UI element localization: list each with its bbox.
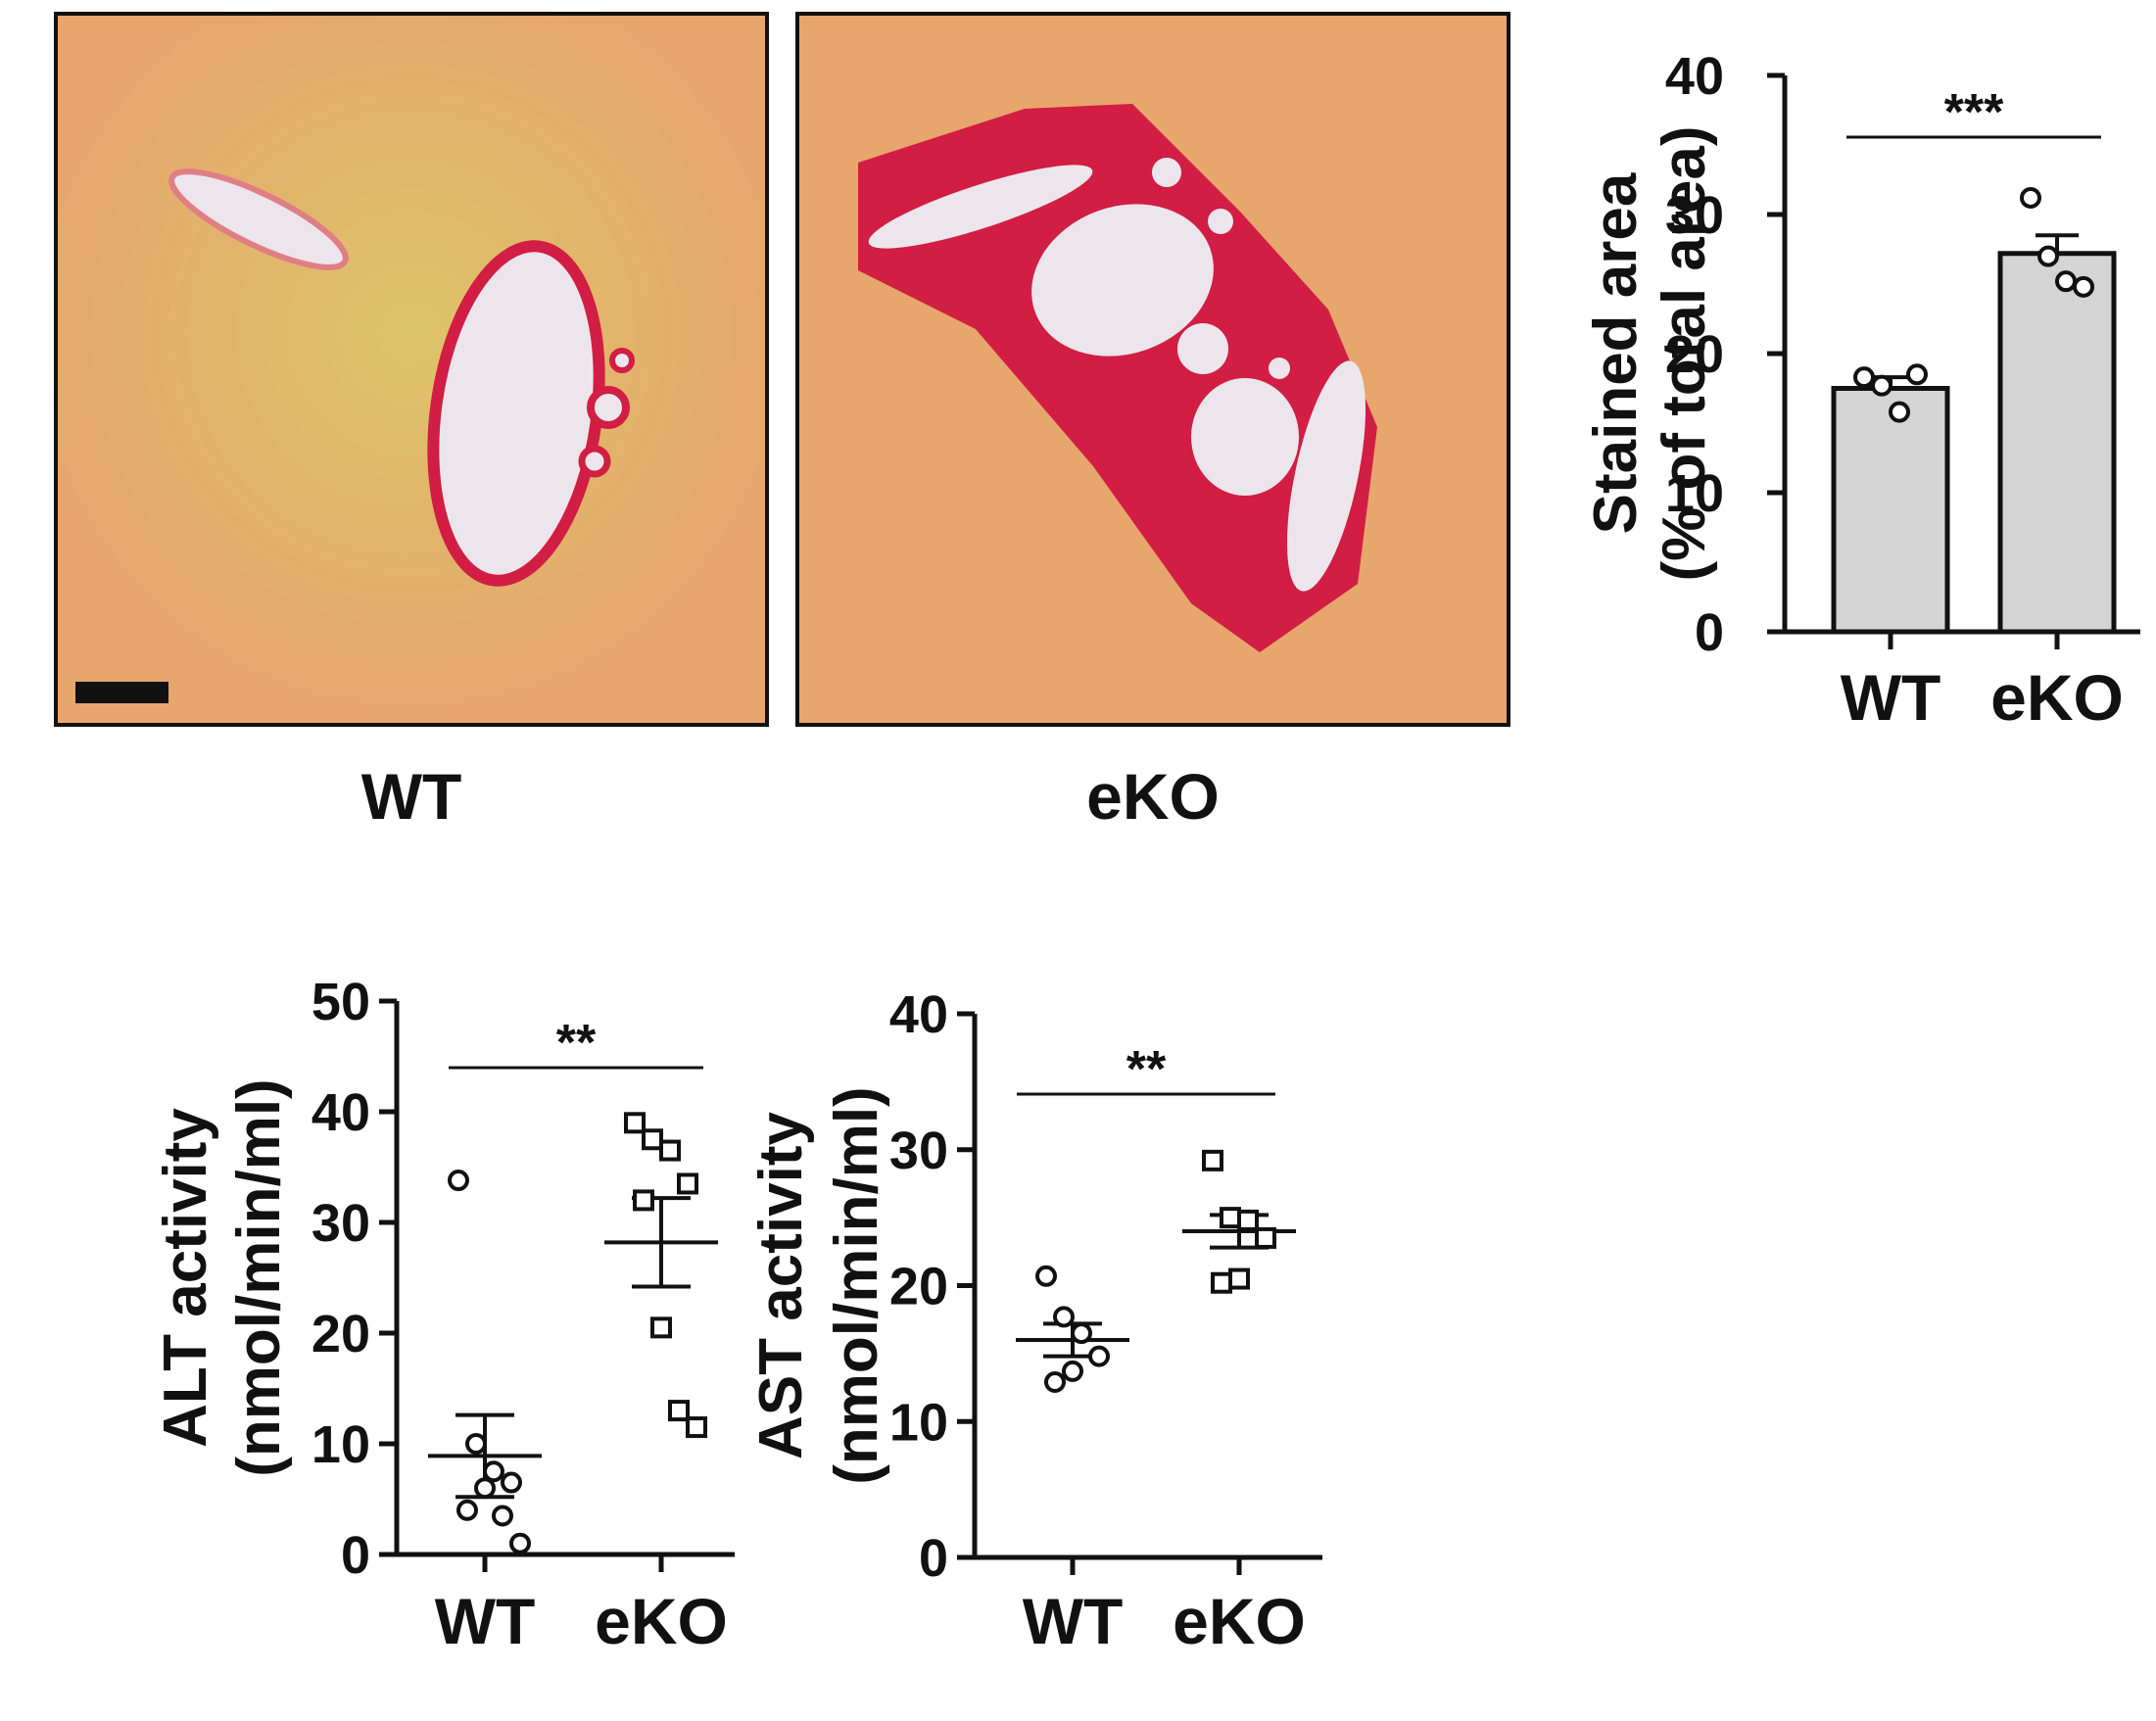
ast-activity-point [1255,1226,1276,1249]
alt-activity-significance-label: ** [556,1015,597,1072]
ast-activity-point [1202,1149,1223,1171]
alt-activity-point [686,1416,707,1439]
alt-activity-point [474,1477,496,1500]
alt-activity-point [456,1499,478,1521]
alt-activity-point [492,1505,513,1527]
alt-activity-point [650,1316,672,1339]
stained-area-y-tick-label: 0 [1695,603,1724,662]
stained-area-point [1871,374,1892,397]
stained-area-ylabel-line1: Stained area [1582,172,1650,534]
stained-area-point [1889,401,1910,423]
ast-activity-y-tick-label: 0 [919,1529,948,1588]
alt-activity-point [668,1400,690,1422]
stained-area-point [2037,245,2059,267]
ast-activity-point [1071,1322,1092,1345]
ast-activity-point [1228,1267,1250,1290]
stained-area-ylabel-line2: (% of total area) [1651,125,1718,581]
alt-activity-point [448,1170,469,1192]
ast-activity-y-tick-label: 10 [889,1393,948,1452]
eko-fibrotic-region [858,104,1377,652]
ast-activity-point [1044,1371,1066,1394]
stained-area-y-tick-label: 20 [1665,325,1724,384]
alt-activity-category-label: eKO [595,1585,728,1657]
stained-area-significance-label: *** [1944,84,2004,141]
alt-activity-y-tick-label: 40 [311,1083,370,1142]
stained-area-y-tick-label: 40 [1665,47,1724,106]
ast-activity-point [1053,1306,1075,1328]
alt-activity-category-label: WT [435,1585,536,1657]
alt-activity-point [465,1433,487,1455]
alt-activity-point [633,1189,654,1212]
scale-bar [75,682,168,703]
ast-activity-ylabel-line1: AST activity [747,1112,815,1459]
eko-micrograph [795,12,1510,727]
stained-area-y-tick-label: 10 [1665,464,1724,523]
ast-activity-category-label: eKO [1173,1585,1306,1657]
wt-micrograph [54,12,769,727]
ast-activity-point [1088,1345,1110,1367]
stained-area-point [1853,366,1875,389]
ast-activity-y-tick-label: 30 [889,1122,948,1180]
ast-activity-category-label: WT [1023,1585,1124,1657]
alt-activity-ylabel-line2: (nmol/min/ml) [225,1078,293,1476]
stained-area-bar [1831,386,1950,635]
ast-activity-point [1035,1265,1057,1287]
stained-area-category-label: eKO [1990,661,2124,734]
wt-small-vessel [168,168,349,270]
wt-panel-label: WT [360,760,462,833]
alt-activity-point [642,1128,663,1151]
stained-area-category-label: WT [1841,661,1941,734]
ast-activity-ylabel-line2: (nmol/min/ml) [823,1086,890,1484]
stained-area-point [1906,363,1928,386]
alt-activity-y-tick-label: 50 [311,973,370,1031]
stained-area-point [2020,186,2041,209]
ast-activity-point [1062,1360,1083,1382]
eko-panel-label: eKO [1086,760,1220,833]
stained-area-y-tick-label: 30 [1665,186,1724,245]
ast-activity-point [1211,1271,1232,1294]
alt-activity-point [501,1471,522,1494]
ast-activity-point [1220,1207,1241,1229]
stained-area-bar [1997,251,2117,635]
alt-activity-y-tick-label: 0 [341,1526,370,1585]
alt-activity-y-tick-label: 10 [311,1415,370,1474]
alt-activity-point [624,1112,646,1134]
alt-activity-point [659,1139,681,1162]
alt-activity-y-tick-label: 20 [311,1305,370,1363]
alt-activity-ylabel-line1: ALT activity [152,1108,219,1448]
ast-activity-significance-label: ** [1126,1041,1167,1098]
alt-activity-point [677,1172,698,1195]
alt-activity-y-tick-label: 30 [311,1194,370,1253]
stained-area-point [2055,270,2077,293]
alt-activity-point [509,1532,531,1554]
ast-activity-y-tick-label: 40 [889,985,948,1044]
ast-activity-point [1237,1209,1259,1231]
stained-area-point [2073,275,2094,298]
alt-activity-point [483,1460,504,1483]
ast-activity-y-tick-label: 20 [889,1258,948,1316]
